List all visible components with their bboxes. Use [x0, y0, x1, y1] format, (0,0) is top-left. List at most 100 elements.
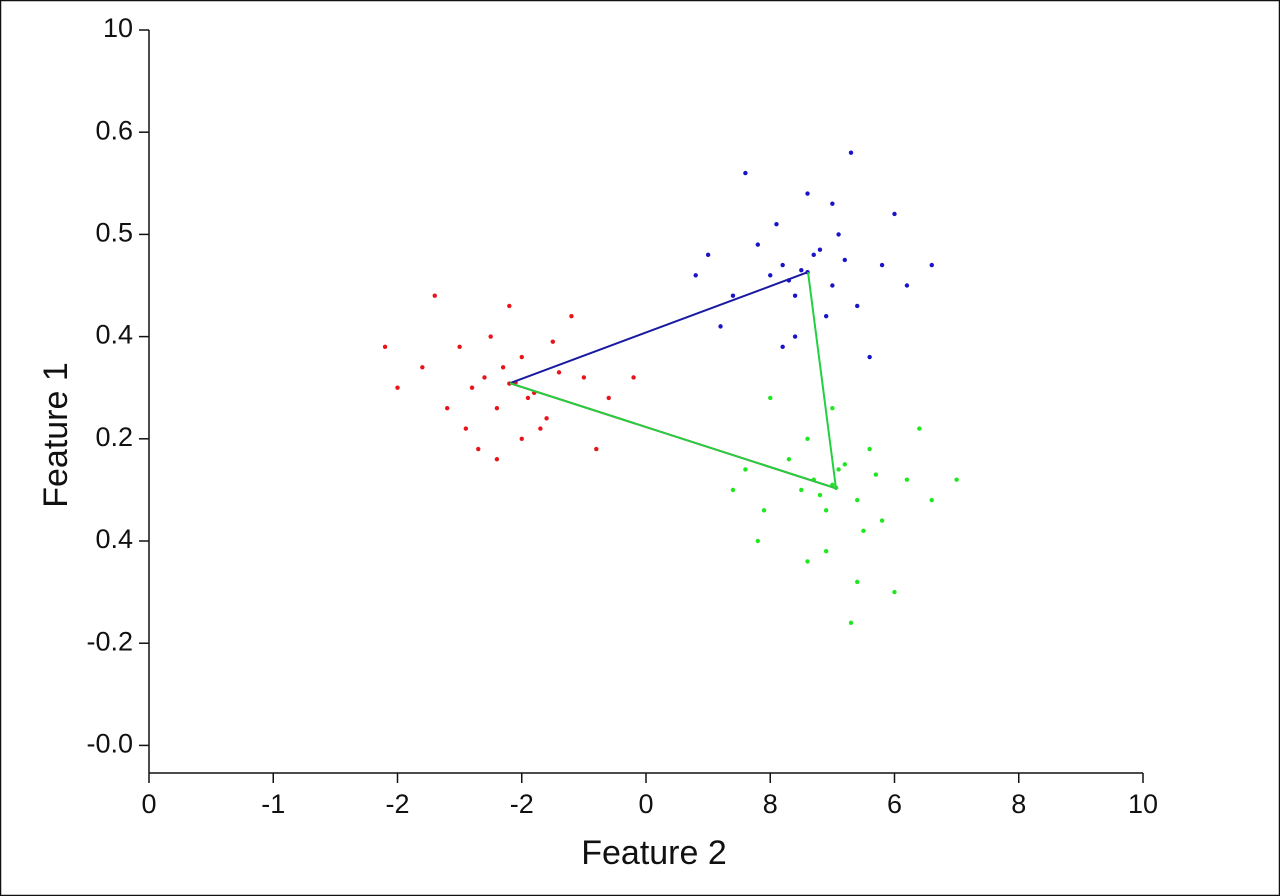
point: [705, 252, 711, 258]
y-axis-label: Feature 1: [37, 362, 75, 508]
point: [799, 487, 804, 493]
x-tick-label: 8: [763, 789, 778, 819]
x-tick-label: 6: [887, 789, 902, 819]
point: [892, 589, 897, 595]
point: [395, 385, 400, 390]
point: [519, 436, 524, 442]
point: [606, 395, 611, 401]
point: [842, 257, 847, 263]
point: [774, 221, 779, 227]
y-tick-label: -0.0: [86, 729, 133, 759]
point: [445, 405, 450, 411]
point: [780, 344, 785, 350]
point: [823, 508, 829, 513]
point: [805, 559, 810, 564]
point: [550, 339, 556, 344]
point: [718, 324, 723, 329]
point: [500, 365, 506, 370]
point: [811, 252, 816, 258]
point: [519, 354, 524, 360]
point: [581, 375, 587, 380]
point: [755, 538, 761, 544]
point: [848, 150, 854, 155]
x-tick-label: 10: [1128, 789, 1158, 819]
point: [594, 446, 599, 452]
point: [892, 211, 897, 217]
point: [432, 293, 437, 298]
y-tick-label: -0.2: [86, 626, 133, 656]
point: [476, 446, 481, 452]
point: [743, 170, 748, 176]
point: [823, 313, 829, 319]
point: [768, 273, 773, 278]
point: [786, 457, 792, 462]
point: [792, 293, 798, 298]
point: [382, 344, 388, 350]
point: [929, 262, 934, 268]
point: [879, 518, 885, 523]
point: [457, 344, 462, 350]
x-axis-label: Feature 2: [581, 834, 727, 872]
point: [730, 293, 736, 298]
point: [488, 334, 493, 339]
point: [823, 549, 829, 554]
point: [556, 370, 562, 375]
point: [761, 508, 767, 513]
point: [420, 365, 425, 370]
point: [879, 262, 885, 268]
point: [792, 334, 798, 339]
point: [855, 303, 860, 309]
point: [569, 313, 574, 319]
point: [525, 395, 531, 401]
x-tick-label: -2: [385, 789, 409, 819]
point: [861, 528, 866, 533]
point: [730, 487, 736, 493]
y-tick-label: 0.4: [95, 524, 133, 554]
point: [855, 497, 860, 503]
x-tick-label: 0: [141, 789, 156, 819]
point: [463, 426, 469, 431]
point: [830, 405, 835, 411]
point: [817, 492, 823, 498]
point: [954, 477, 959, 482]
line: [509, 271, 838, 490]
point: [904, 477, 910, 482]
point: [848, 620, 854, 625]
point: [917, 426, 922, 431]
point: [830, 201, 835, 206]
point: [867, 354, 872, 360]
y-tick-label: 10: [103, 13, 133, 43]
point: [482, 375, 487, 380]
point: [768, 395, 773, 401]
point: [873, 472, 879, 477]
point: [494, 405, 500, 411]
point: [799, 267, 804, 273]
point: [538, 426, 543, 431]
x-tick-label: -1: [261, 789, 285, 819]
y-tick-label: 0.5: [95, 218, 133, 248]
point: [855, 579, 860, 585]
point: [469, 385, 475, 390]
point: [693, 273, 698, 278]
y-tick-label: 0.4: [95, 320, 133, 350]
y-tick-label: 0.6: [95, 115, 133, 145]
point: [830, 283, 835, 288]
point: [867, 446, 872, 452]
x-tick-label: -2: [510, 789, 534, 819]
point: [544, 416, 549, 421]
point: [904, 283, 910, 288]
point: [755, 242, 761, 247]
x-tick-label: 8: [1011, 789, 1026, 819]
point: [507, 303, 512, 309]
x-tick-label: 0: [638, 789, 653, 819]
point: [631, 375, 636, 380]
point: [780, 262, 785, 268]
point: [836, 467, 841, 472]
point: [817, 247, 823, 252]
point: [743, 467, 748, 472]
point: [494, 457, 500, 462]
y-tick-label: 0.2: [95, 422, 133, 452]
